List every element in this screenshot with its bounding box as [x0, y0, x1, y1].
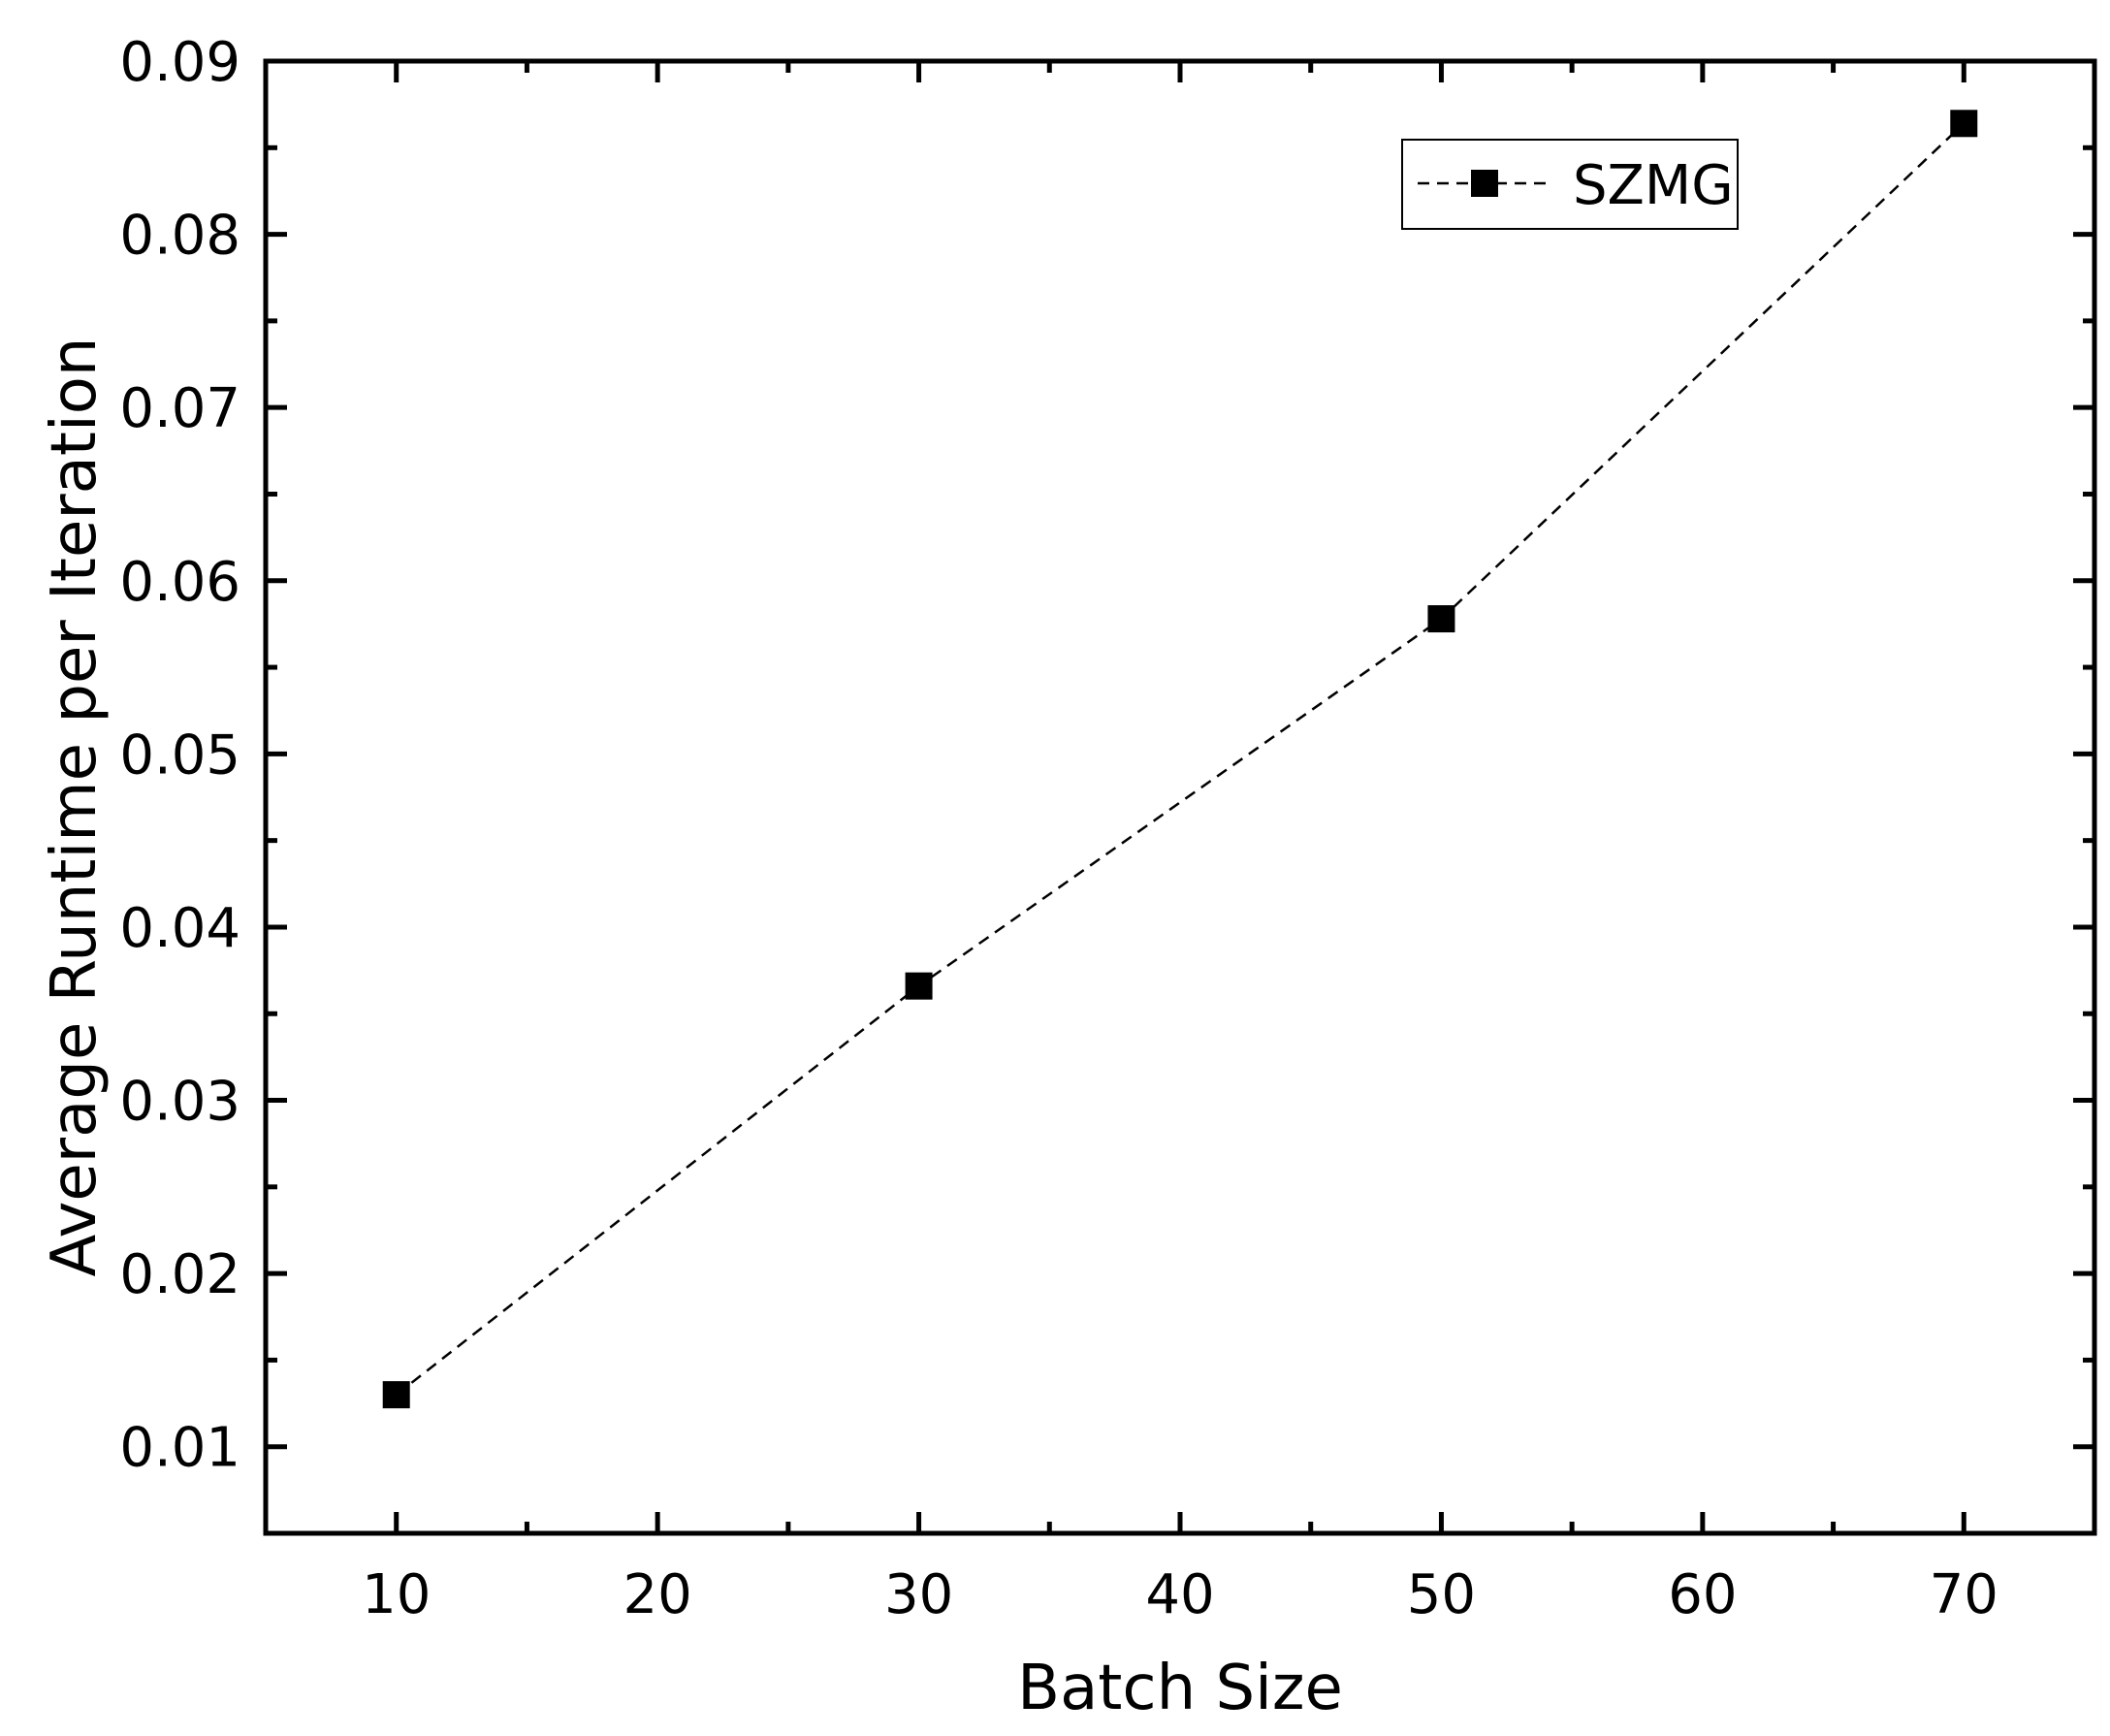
x-tick-label: 60 [1668, 1563, 1737, 1626]
x-tick-label: 50 [1407, 1563, 1476, 1626]
y-axis-title: Average Runtime per Iteration [39, 338, 111, 1277]
data-point [905, 972, 933, 1000]
y-tick-label: 0.09 [119, 31, 240, 94]
x-tick-label: 70 [1930, 1563, 1998, 1626]
y-tick-label: 0.08 [119, 205, 240, 268]
legend-label: SZMG [1573, 154, 1734, 217]
series-line-szmg [395, 122, 1966, 1397]
y-tick-label: 0.03 [119, 1071, 240, 1134]
series-layer [382, 110, 1978, 1409]
plot-frame [263, 58, 2097, 1536]
y-tick-label: 0.05 [119, 723, 240, 787]
legend-box [1401, 139, 1739, 230]
x-tick-label: 10 [362, 1563, 431, 1626]
legend: SZMG [1401, 139, 1739, 230]
x-tick-label: 20 [623, 1563, 692, 1626]
tick-labels: 10 20 30 40 50 60 70 0.01 0.02 0.03 0.04 0.05 0.06 0.… [119, 31, 1998, 1626]
y-tick-label: 0.02 [119, 1243, 240, 1306]
y-tick-label: 0.07 [119, 377, 240, 440]
x-tick-label: 40 [1145, 1563, 1214, 1626]
x-axis-title: Batch Size [1017, 1653, 1343, 1724]
x-tick-label: 30 [884, 1563, 953, 1626]
data-point [382, 1381, 410, 1409]
data-point [1427, 605, 1455, 633]
y-tick-label: 0.01 [119, 1417, 240, 1480]
y-tick-label: 0.04 [119, 897, 240, 960]
y-tick-label: 0.06 [119, 551, 240, 614]
legend-marker-swatch [1471, 170, 1498, 197]
data-point [1950, 110, 1978, 138]
